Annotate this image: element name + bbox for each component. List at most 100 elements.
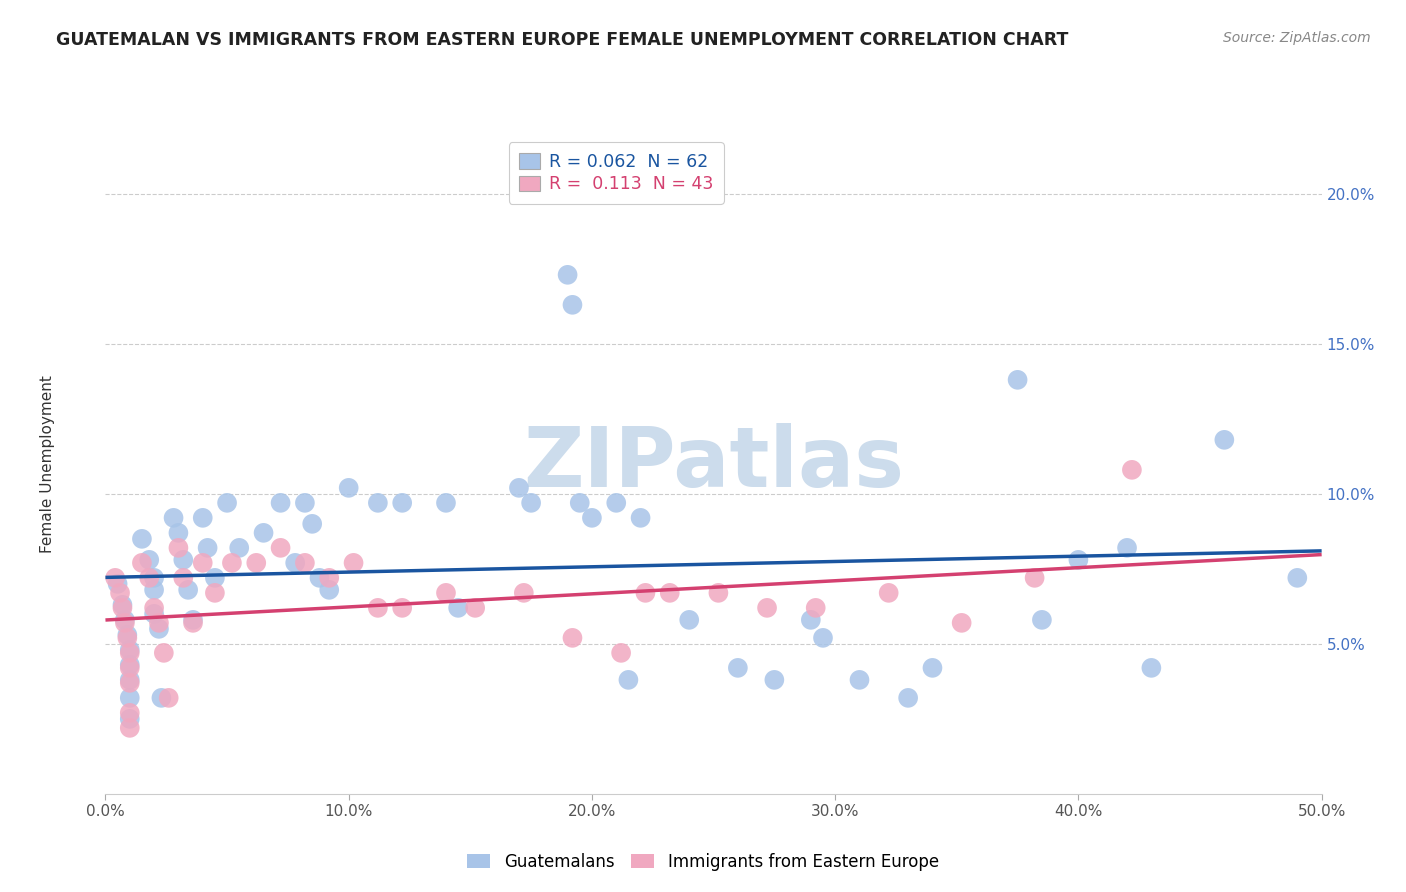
Point	[138, 553, 160, 567]
Point	[111, 600, 134, 615]
Point	[921, 661, 943, 675]
Point	[270, 541, 292, 555]
Point	[342, 556, 364, 570]
Point	[308, 571, 330, 585]
Point	[118, 646, 141, 660]
Point	[118, 676, 141, 690]
Point	[804, 600, 827, 615]
Point	[114, 613, 136, 627]
Point	[221, 556, 243, 570]
Point	[763, 673, 786, 687]
Point	[118, 657, 141, 672]
Point	[217, 496, 239, 510]
Point	[118, 690, 141, 705]
Point	[1007, 373, 1029, 387]
Point	[877, 586, 900, 600]
Point	[294, 556, 316, 570]
Point	[138, 571, 160, 585]
Point	[581, 511, 603, 525]
Point	[117, 628, 139, 642]
Point	[658, 586, 681, 600]
Point	[367, 600, 389, 615]
Point	[678, 613, 700, 627]
Point	[162, 511, 184, 525]
Point	[117, 631, 139, 645]
Point	[434, 586, 457, 600]
Point	[630, 511, 652, 525]
Point	[391, 600, 413, 615]
Point	[318, 571, 340, 585]
Point	[1067, 553, 1090, 567]
Point	[634, 586, 657, 600]
Point	[318, 582, 340, 597]
Point	[228, 541, 250, 555]
Point	[811, 631, 834, 645]
Point	[707, 586, 730, 600]
Point	[508, 481, 530, 495]
Point	[294, 496, 316, 510]
Point	[1121, 463, 1143, 477]
Point	[447, 600, 470, 615]
Point	[118, 661, 141, 675]
Text: Source: ZipAtlas.com: Source: ZipAtlas.com	[1223, 31, 1371, 45]
Legend: R = 0.062  N = 62, R =  0.113  N = 43: R = 0.062 N = 62, R = 0.113 N = 43	[509, 143, 724, 203]
Point	[727, 661, 749, 675]
Point	[143, 582, 166, 597]
Point	[131, 556, 153, 570]
Point	[1116, 541, 1139, 555]
Point	[557, 268, 579, 282]
Point	[157, 690, 180, 705]
Point	[605, 496, 627, 510]
Text: Female Unemployment: Female Unemployment	[39, 375, 55, 553]
Point	[610, 646, 633, 660]
Point	[118, 712, 141, 726]
Point	[270, 496, 292, 510]
Point	[172, 553, 194, 567]
Point	[520, 496, 543, 510]
Point	[391, 496, 413, 510]
Point	[153, 646, 176, 660]
Legend: Guatemalans, Immigrants from Eastern Europe: Guatemalans, Immigrants from Eastern Eur…	[458, 845, 948, 880]
Point	[143, 607, 166, 621]
Point	[204, 586, 226, 600]
Point	[172, 571, 194, 585]
Point	[337, 481, 360, 495]
Point	[191, 511, 214, 525]
Point	[1213, 433, 1236, 447]
Point	[148, 615, 170, 630]
Point	[756, 600, 779, 615]
Text: ZIPatlas: ZIPatlas	[523, 424, 904, 504]
Point	[204, 571, 226, 585]
Point	[181, 613, 204, 627]
Point	[148, 622, 170, 636]
Point	[150, 690, 173, 705]
Point	[1286, 571, 1309, 585]
Point	[513, 586, 536, 600]
Point	[617, 673, 640, 687]
Point	[197, 541, 219, 555]
Point	[561, 631, 583, 645]
Point	[167, 525, 190, 540]
Point	[464, 600, 486, 615]
Point	[897, 690, 920, 705]
Point	[367, 496, 389, 510]
Point	[568, 496, 591, 510]
Point	[1140, 661, 1163, 675]
Point	[143, 600, 166, 615]
Point	[143, 571, 166, 585]
Point	[118, 673, 141, 687]
Point	[245, 556, 267, 570]
Point	[118, 706, 141, 720]
Point	[118, 721, 141, 735]
Point	[181, 615, 204, 630]
Point	[108, 586, 131, 600]
Point	[252, 525, 274, 540]
Point	[434, 496, 457, 510]
Point	[167, 541, 190, 555]
Point	[284, 556, 307, 570]
Point	[848, 673, 870, 687]
Point	[1024, 571, 1046, 585]
Point	[1031, 613, 1053, 627]
Point	[561, 298, 583, 312]
Point	[104, 571, 127, 585]
